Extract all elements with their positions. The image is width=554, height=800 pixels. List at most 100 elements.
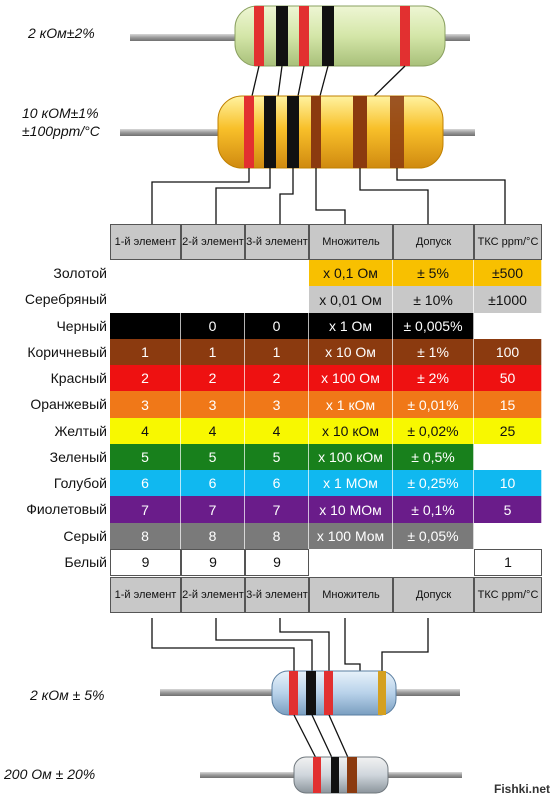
connector-lines-3	[151, 618, 429, 680]
resistor-3	[160, 670, 460, 716]
table-cell	[110, 312, 181, 340]
color-name: Серый	[63, 527, 107, 544]
table-cell	[110, 286, 181, 313]
watermark: Fishki.net	[493, 782, 550, 796]
table-cell	[245, 286, 309, 313]
table-cell	[474, 313, 542, 340]
color-name: Серебряный	[24, 291, 107, 308]
table-cell: 9	[181, 548, 245, 576]
table-cell: ± 2%	[393, 365, 474, 392]
table-cell	[245, 260, 309, 287]
table-cell: ± 0,5%	[393, 443, 474, 471]
table-cell: 5	[110, 443, 181, 471]
table-cell: x 10 МОм	[309, 496, 393, 523]
resistor-3-label: 2 кОм ± 5%	[30, 687, 105, 703]
header-cell: 1-й элемент	[110, 577, 181, 613]
table-cell: 6	[110, 470, 181, 497]
color-name: Фиолетовый	[26, 501, 107, 518]
table-cell: 3	[110, 391, 181, 418]
table-cell	[474, 444, 542, 471]
color-name: Белый	[64, 553, 107, 570]
table-cell: 0	[181, 312, 245, 340]
table-cell: 9	[110, 548, 181, 576]
table-cell: 2	[110, 365, 181, 392]
color-name: Желтый	[54, 422, 107, 439]
header-cell: ТКС ppm/°C	[474, 577, 542, 613]
resistor-1	[130, 5, 470, 67]
table-cell: x 100 Мом	[309, 522, 393, 550]
table-cell: 8	[110, 522, 181, 550]
table-cell: x 0,01 Ом	[309, 286, 393, 313]
table-cell: ± 0,02%	[393, 417, 474, 445]
table-cell: 15	[474, 391, 542, 418]
table-cell: x 10 кОм	[309, 417, 393, 445]
table-cell: 100	[474, 338, 542, 366]
table-cell: 8	[245, 522, 309, 550]
color-name: Голубой	[53, 475, 107, 492]
table-cell: 5	[181, 443, 245, 471]
resistor-2	[120, 95, 475, 169]
header-cell: Допуск	[393, 224, 474, 260]
table-cell: 1	[245, 338, 309, 366]
header-cell: 3-й элемент	[245, 577, 309, 613]
table-cell: 10	[474, 470, 542, 497]
table-cell: 9	[245, 548, 309, 576]
table-cell: 6	[245, 470, 309, 497]
table-cell: x 10 Ом	[309, 338, 393, 366]
table-cell	[181, 286, 245, 313]
table-cell: 25	[474, 417, 542, 445]
table-cell: 7	[110, 496, 181, 523]
table-cell: 4	[110, 417, 181, 445]
table-cell: 2	[181, 365, 245, 392]
table-cell: ± 10%	[393, 286, 474, 313]
table-cell: ±1000	[474, 286, 542, 313]
table-cell: 1	[181, 338, 245, 366]
table-cell: ± 1%	[393, 338, 474, 366]
table-cell: 4	[245, 417, 309, 445]
resistor-1-label: 2 кОм±2%	[28, 25, 95, 41]
color-name: Золотой	[53, 265, 107, 282]
header-cell: 3-й элемент	[245, 224, 309, 260]
color-name: Оранжевый	[30, 396, 107, 413]
table-cell: 0	[245, 312, 309, 340]
table-cell: x 1 Ом	[309, 312, 393, 340]
table-cell: ± 5%	[393, 260, 474, 287]
table-cell: ± 0,25%	[393, 470, 474, 497]
table-cell: 7	[181, 496, 245, 523]
header-cell: Множитель	[309, 224, 393, 260]
table-cell: ± 0,01%	[393, 391, 474, 418]
table-cell: 8	[181, 522, 245, 550]
table-cell: 50	[474, 365, 542, 392]
header-cell: 2-й элемент	[181, 577, 245, 613]
table-cell: x 1 МОм	[309, 470, 393, 497]
table-cell: 7	[245, 496, 309, 523]
header-cell: 2-й элемент	[181, 224, 245, 260]
color-name: Красный	[50, 370, 107, 387]
color-name: Зеленый	[49, 448, 107, 465]
table-cell: 1	[110, 338, 181, 366]
table-cell: 5	[245, 443, 309, 471]
header-cell: ТКС ppm/°C	[474, 224, 542, 260]
resistor-2-label: 10 кОМ±1% ±100ppm/°C	[22, 105, 100, 139]
header-cell: 1-й элемент	[110, 224, 181, 260]
table-cell: 6	[181, 470, 245, 497]
table-cell	[110, 260, 181, 287]
connector-lines-4	[293, 714, 351, 763]
table-cell: 3	[245, 391, 309, 418]
table-cell: ± 0,005%	[393, 312, 474, 340]
table-cell	[309, 549, 393, 576]
table-cell: x 1 кОм	[309, 391, 393, 418]
table-cell: 1	[474, 548, 542, 576]
resistor-4	[200, 756, 462, 794]
table-cell: ± 0,1%	[393, 496, 474, 523]
table-cell: ± 0,05%	[393, 522, 474, 550]
table-cell: x 100 Ом	[309, 365, 393, 392]
table-cell	[474, 523, 542, 550]
connector-lines-2	[151, 168, 506, 224]
table-cell: 3	[181, 391, 245, 418]
header-cell: Множитель	[309, 577, 393, 613]
table-cell: x 100 кОм	[309, 443, 393, 471]
